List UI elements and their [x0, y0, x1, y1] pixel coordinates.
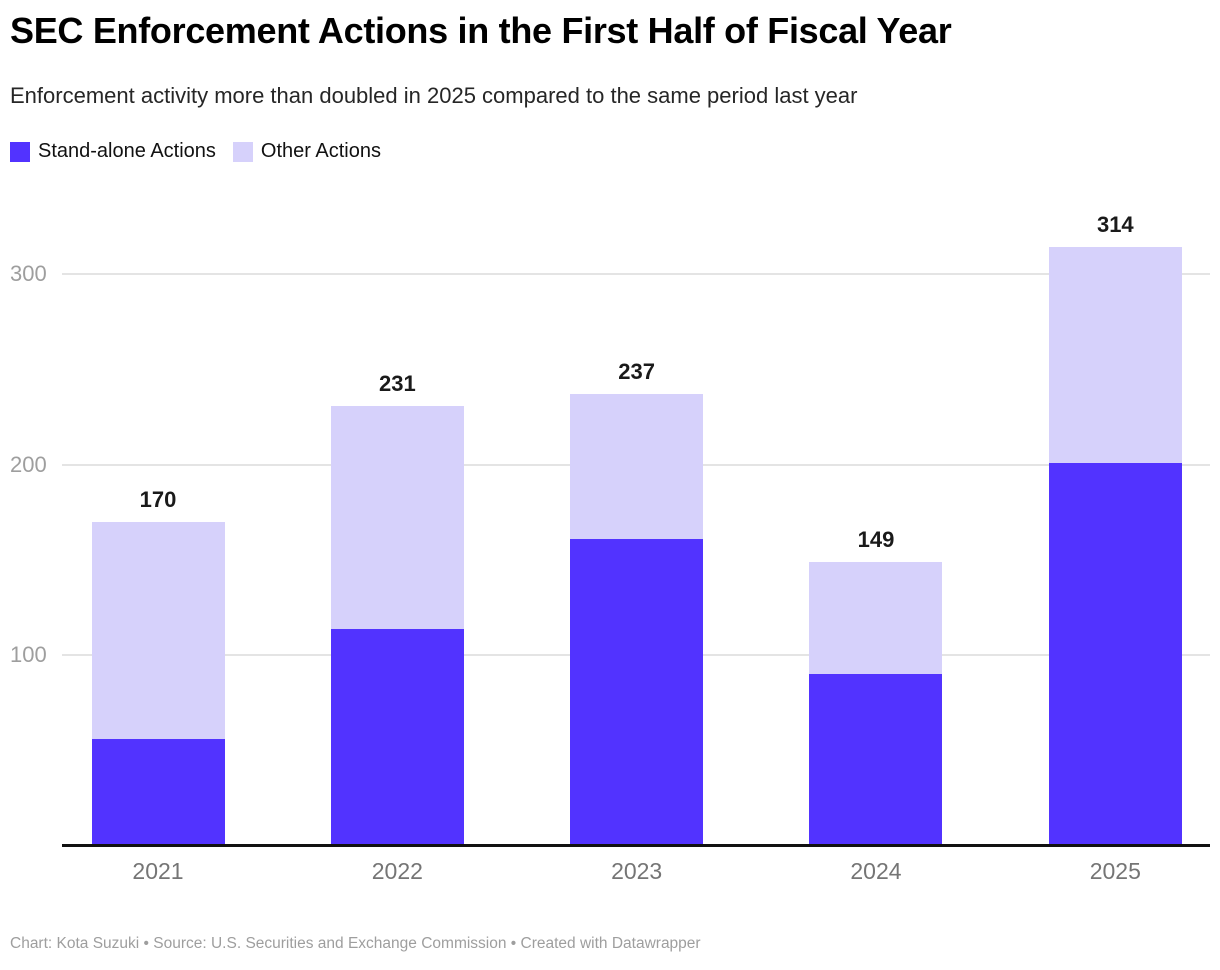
x-tick-label-2025: 2025	[1089, 858, 1141, 884]
bar-total-label-2025: 314	[1096, 212, 1134, 238]
bar-segment-standalone-2021	[91, 739, 225, 846]
bar-total-label-2024: 149	[857, 526, 895, 552]
bar-segment-standalone-2024	[809, 674, 943, 846]
chart-subtitle: Enforcement activity more than doubled i…	[10, 83, 858, 108]
bar-segment-other-2021	[91, 521, 225, 740]
bar-total-label-2023: 237	[618, 359, 656, 385]
bar-total-label-2022: 231	[378, 370, 416, 396]
x-tick-label-2022: 2022	[371, 858, 423, 884]
x-tick-label-2024: 2024	[850, 858, 902, 884]
bar-segment-standalone-2022	[330, 628, 464, 846]
bar-total-label-2021: 170	[139, 486, 177, 512]
legend-swatch-other-actions	[232, 141, 253, 162]
bar-segment-standalone-2025	[1048, 462, 1182, 846]
bar-segment-other-2022	[330, 405, 464, 629]
gridline-300	[62, 273, 1210, 276]
legend-swatch-standalone-actions	[10, 141, 30, 162]
x-tick-label-2021: 2021	[132, 858, 184, 884]
legend-item-standalone-actions: Stand-alone Actions	[10, 140, 216, 163]
y-tick-label-300: 300	[10, 261, 47, 287]
chart-title: SEC Enforcement Actions in the First Hal…	[10, 10, 952, 51]
legend-label-standalone-actions: Stand-alone Actions	[38, 140, 216, 162]
legend-item-other-actions: Other Actions	[232, 140, 381, 163]
bar-segment-other-2024	[809, 561, 943, 675]
bar-segment-other-2025	[1048, 247, 1182, 463]
x-tick-label-2023: 2023	[611, 858, 663, 884]
chart-footer: Chart: Kota Suzuki • Source: U.S. Securi…	[10, 935, 701, 952]
legend: Stand-alone Actions Other Actions	[10, 140, 381, 163]
x-axis-line	[62, 844, 1210, 847]
bar-segment-standalone-2023	[570, 539, 704, 846]
y-tick-label-200: 200	[10, 451, 47, 477]
legend-label-other-actions: Other Actions	[260, 140, 381, 162]
y-tick-label-100: 100	[10, 642, 47, 668]
bar-segment-other-2023	[570, 394, 704, 540]
